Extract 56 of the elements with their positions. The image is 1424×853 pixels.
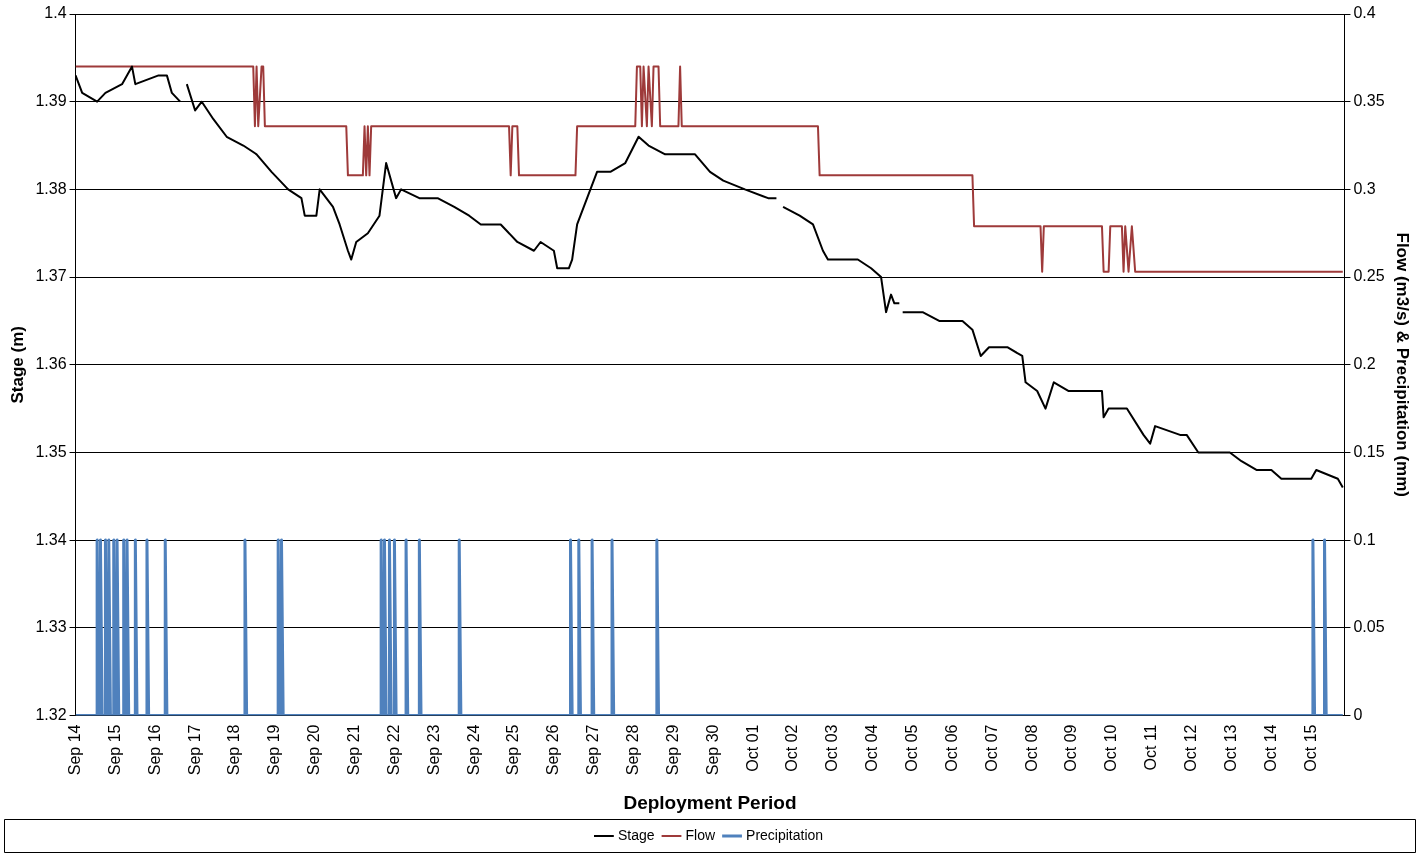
x-tick-label: Oct 02 <box>783 724 801 772</box>
x-tick-label: Sep 30 <box>703 724 721 776</box>
y-axis-title: Stage (m) <box>7 326 27 404</box>
x-tick-label: Sep 21 <box>344 724 362 776</box>
x-tick-label: Sep 29 <box>663 724 681 776</box>
y-tick-label: 1.4 <box>44 4 67 22</box>
y-tick-label: 1.33 <box>35 618 67 636</box>
y2-tick-label: 0.15 <box>1353 442 1385 460</box>
x-tick-label: Sep 28 <box>624 724 642 776</box>
y-tick-label: 1.35 <box>35 442 67 460</box>
x-tick-label: Sep 18 <box>225 724 243 776</box>
x-tick-label: Oct 15 <box>1301 724 1319 772</box>
x-tick-label: Oct 12 <box>1182 724 1200 772</box>
legend-label: Flow <box>685 826 716 843</box>
y2-tick-label: 0.25 <box>1353 267 1385 285</box>
x-tick-label: Oct 01 <box>743 724 761 772</box>
x-tick-label: Oct 10 <box>1102 724 1120 772</box>
y2-tick-label: 0.05 <box>1353 618 1385 636</box>
x-tick-label: Sep 20 <box>305 724 323 776</box>
x-tick-label: Oct 09 <box>1062 724 1080 772</box>
x-tick-label: Oct 03 <box>823 724 841 772</box>
x-tick-label: Oct 14 <box>1261 724 1279 772</box>
x-tick-label: Sep 27 <box>584 724 602 776</box>
x-tick-label: Sep 15 <box>105 724 123 776</box>
y2-tick-label: 0.1 <box>1353 530 1376 548</box>
x-tick-label: Sep 25 <box>504 724 522 776</box>
y-tick-label: 1.38 <box>35 179 67 197</box>
y2-axis-title: Flow (m3/s) & Precipitation (mm) <box>1393 232 1413 497</box>
x-tick-label: Sep 17 <box>185 724 203 776</box>
x-tick-label: Oct 08 <box>1022 724 1040 772</box>
x-tick-label: Oct 04 <box>863 724 881 772</box>
y-tick-label: 1.34 <box>35 530 67 548</box>
y-tick-label: 1.39 <box>35 92 67 110</box>
x-tick-label: Sep 16 <box>145 724 163 776</box>
x-tick-label: Oct 05 <box>903 724 921 772</box>
y2-tick-label: 0 <box>1353 705 1363 723</box>
y2-tick-label: 0.35 <box>1353 92 1385 110</box>
legend-label: Precipitation <box>746 826 824 843</box>
y2-tick-label: 0.2 <box>1353 355 1376 373</box>
x-tick-label: Sep 22 <box>384 724 402 776</box>
x-tick-label: Sep 23 <box>424 724 442 776</box>
x-tick-label: Oct 11 <box>1142 724 1160 771</box>
x-tick-label: Sep 14 <box>65 724 83 776</box>
x-tick-label: Sep 26 <box>544 724 562 776</box>
x-axis-title: Deployment Period <box>623 791 797 813</box>
y-tick-label: 1.32 <box>35 705 67 723</box>
x-tick-label: Oct 13 <box>1221 724 1239 772</box>
y2-tick-label: 0.4 <box>1353 4 1376 22</box>
x-tick-label: Oct 07 <box>982 724 1000 772</box>
y2-tick-label: 0.3 <box>1353 179 1376 197</box>
x-tick-label: Oct 06 <box>942 724 960 772</box>
x-tick-label: Sep 24 <box>464 724 482 776</box>
y-tick-label: 1.36 <box>35 355 67 373</box>
x-tick-label: Sep 19 <box>265 724 283 776</box>
y-tick-label: 1.37 <box>35 267 67 285</box>
legend-label: Stage <box>617 826 655 843</box>
